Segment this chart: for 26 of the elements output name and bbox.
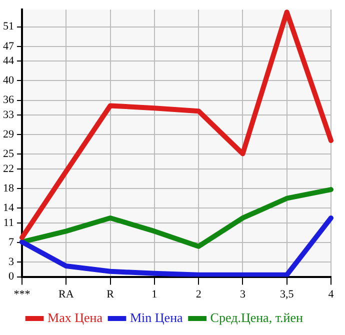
legend-label: Max Цена — [48, 310, 103, 325]
x-tick-label: *** — [14, 288, 30, 300]
x-tick-label: 3 — [240, 288, 246, 300]
y-tick-label: 36 — [3, 94, 14, 106]
y-tick-label: 33 — [3, 108, 14, 121]
y-tick-label: 11 — [3, 216, 14, 229]
x-tick-label: 3,5 — [280, 288, 294, 300]
legend-label: Сред.Цена, т.йен — [210, 310, 304, 325]
x-tick-label: RA — [58, 288, 74, 300]
y-tick-label: 44 — [3, 54, 14, 67]
y-tick-label: 25 — [3, 148, 14, 160]
y-tick-label: 40 — [3, 74, 14, 87]
x-tick-label: 2 — [196, 288, 202, 300]
y-tick-label: 29 — [3, 128, 14, 141]
x-tick-label: R — [106, 288, 115, 300]
y-tick-label: 47 — [3, 40, 14, 52]
x-tick-label: 4 — [328, 288, 334, 300]
x-tick-label: 1 — [152, 288, 158, 300]
y-tick-label: 0 — [8, 270, 14, 283]
y-tick-label: 22 — [3, 162, 14, 175]
y-tick-label: 14 — [3, 202, 14, 214]
y-tick-label: 7 — [8, 236, 14, 248]
y-tick-label: 51 — [3, 20, 14, 33]
y-tick-label: 18 — [3, 182, 14, 194]
legend-label: Min Цена — [130, 310, 184, 325]
y-tick-label: 3 — [8, 256, 14, 268]
